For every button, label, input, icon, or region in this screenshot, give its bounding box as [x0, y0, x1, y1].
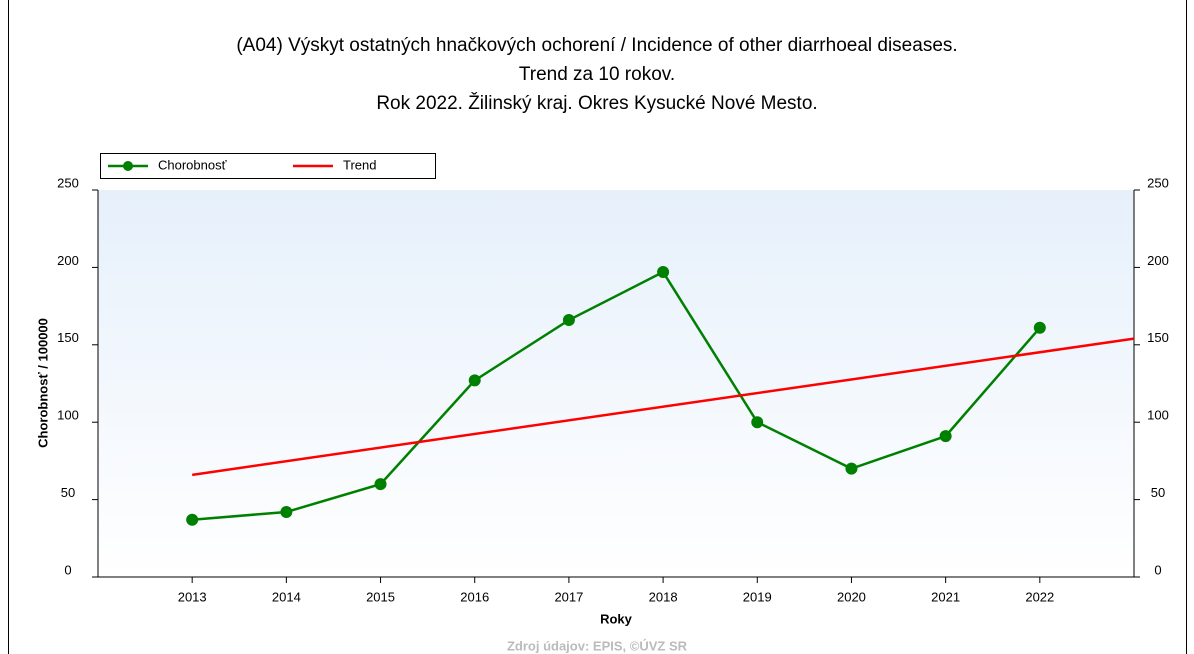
point	[374, 478, 387, 491]
y-tick-label: 150	[57, 330, 79, 345]
y2-tick-label: 250	[1147, 175, 1169, 190]
legend	[100, 153, 436, 179]
x-tick-label: 2022	[1025, 589, 1054, 604]
point	[657, 266, 670, 279]
source: Zdroj údajov: EPIS, ©ÚVZ SR	[507, 638, 688, 653]
y2-tick-label: 100	[1147, 408, 1169, 423]
x-tick-label: 2015	[366, 589, 395, 604]
x-tick-label: 2014	[272, 589, 301, 604]
chart-title: Trend za 10 rokov.	[519, 64, 675, 85]
point	[468, 374, 481, 387]
y-tick-label: 50	[61, 485, 75, 500]
y2-tick-label: 50	[1151, 485, 1165, 500]
chart-title: (A04) Výskyt ostatných hnačkových ochore…	[236, 35, 957, 56]
y-tick-label: 100	[57, 408, 79, 423]
point	[751, 416, 764, 429]
x-axis-label: Roky	[600, 611, 633, 626]
x-tick-label: 2017	[554, 589, 583, 604]
point	[186, 513, 199, 526]
x-tick-label: 2019	[743, 589, 772, 604]
y-tick-label: 250	[57, 175, 79, 190]
y-tick-label: 0	[64, 562, 71, 577]
point	[1033, 321, 1046, 334]
point	[845, 462, 858, 475]
chart-title: Rok 2022. Žilinský kraj. Okres Kysucké N…	[376, 92, 817, 114]
plot-area	[98, 190, 1134, 577]
x-tick-label: 2018	[649, 589, 678, 604]
x-tick-label: 2013	[178, 589, 207, 604]
y-axis-label: Chorobnosť / 100000	[35, 318, 50, 448]
y2-tick-label: 200	[1147, 253, 1169, 268]
series-line	[192, 337, 1135, 477]
legend-label: Chorobnosť	[158, 157, 227, 172]
x-tick-label: 2020	[837, 589, 866, 604]
y-tick-label: 200	[57, 253, 79, 268]
legend-marker	[123, 161, 133, 171]
point	[562, 314, 575, 327]
legend-label: Trend	[343, 157, 376, 172]
y2-tick-label: 150	[1147, 330, 1169, 345]
series-line	[192, 270, 1041, 521]
point	[280, 505, 293, 518]
point	[939, 430, 952, 443]
x-tick-label: 2016	[460, 589, 489, 604]
y2-tick-label: 0	[1154, 562, 1161, 577]
x-tick-label: 2021	[931, 589, 960, 604]
